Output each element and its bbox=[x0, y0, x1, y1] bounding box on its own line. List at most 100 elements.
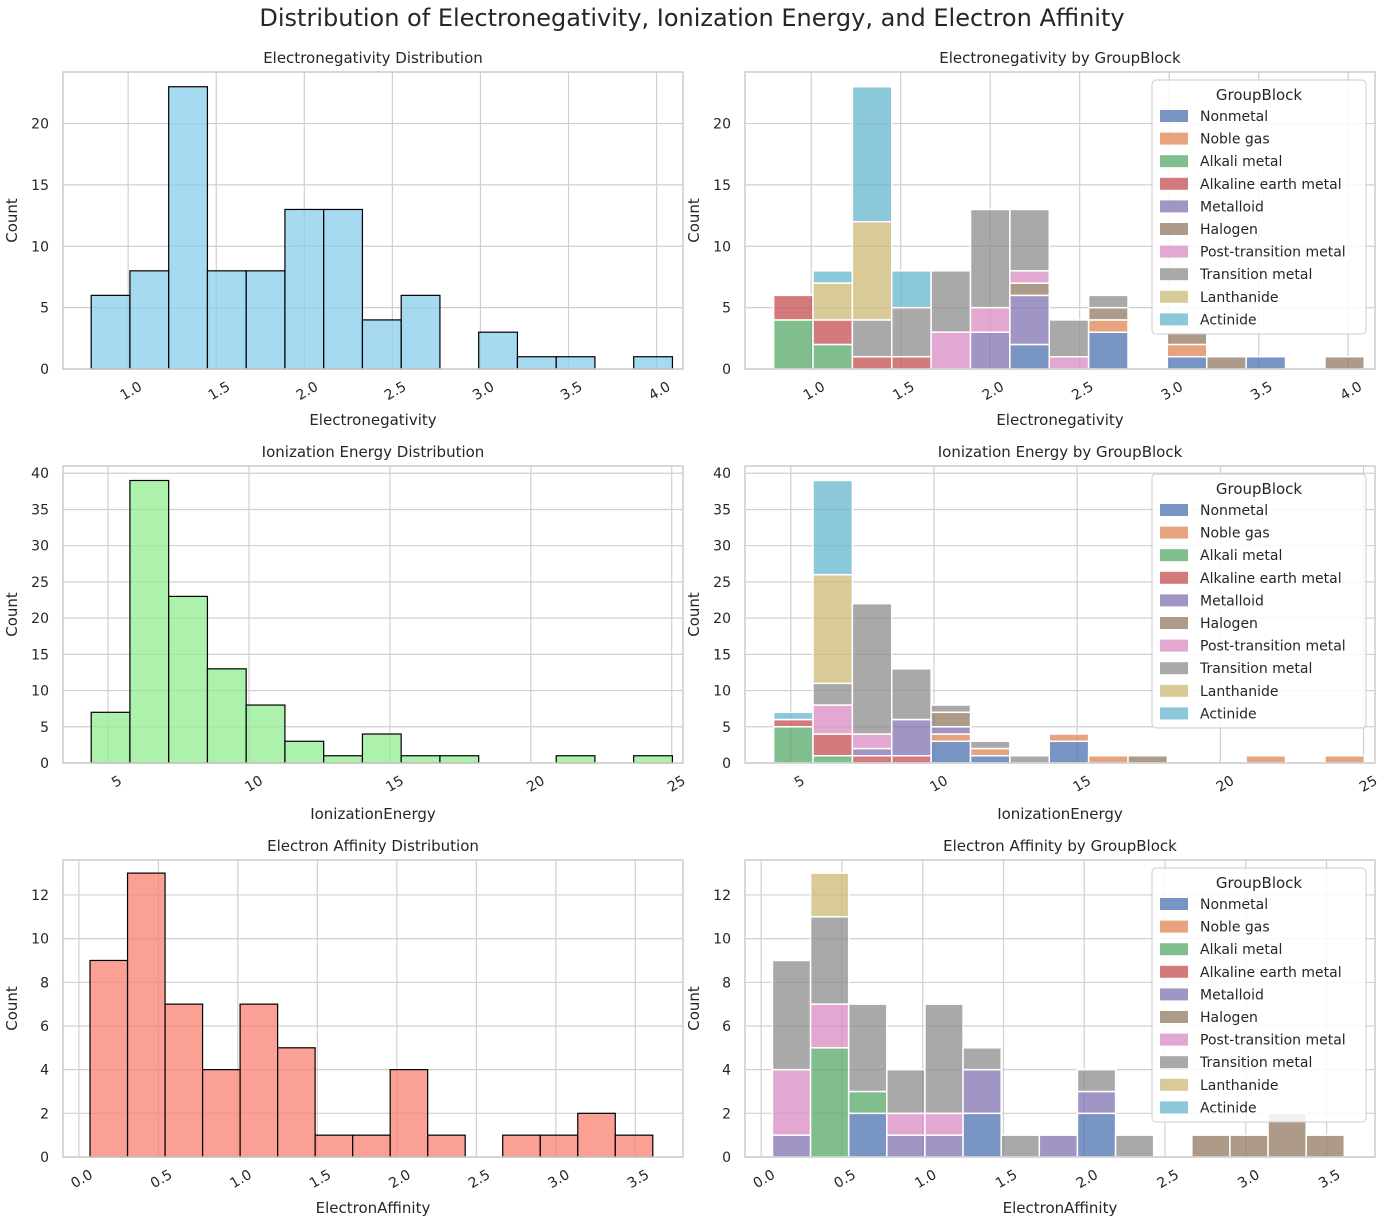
chart-6-y-tick-label: 8 bbox=[722, 975, 731, 991]
chart-2-y-tick-label: 20 bbox=[713, 117, 731, 133]
chart-6-x-tick-label: 0.0 bbox=[751, 1167, 778, 1192]
chart-2-bar-transition-metal bbox=[851, 319, 893, 358]
chart-6-legend-swatch bbox=[1160, 1033, 1188, 1046]
chart-2-legend-label: Alkaline earth metal bbox=[1200, 177, 1342, 193]
chart-2-x-tick-label: 2.5 bbox=[1069, 379, 1096, 404]
chart-4-x-tick-label: 10 bbox=[927, 773, 950, 796]
chart-6-bar-metalloid bbox=[886, 1134, 926, 1158]
chart-4-legend-swatch bbox=[1160, 639, 1188, 652]
chart-3-x-axis-label: IonizationEnergy bbox=[310, 805, 436, 823]
chart-6-x-tick-label: 3.5 bbox=[1316, 1167, 1343, 1192]
chart-3-bar bbox=[168, 595, 209, 764]
chart-2-legend-swatch bbox=[1160, 155, 1188, 168]
chart-3-bar bbox=[284, 740, 325, 764]
chart-6-legend-label: Actinide bbox=[1200, 1100, 1257, 1116]
chart-6-bar-alkali-metal bbox=[847, 1090, 888, 1115]
chart-6-y-tick-label: 2 bbox=[722, 1106, 731, 1122]
chart-6-legend-label: Noble gas bbox=[1200, 920, 1270, 936]
chart-2-legend-label: Noble gas bbox=[1200, 132, 1270, 148]
chart-6-legend-swatch bbox=[1160, 1011, 1188, 1023]
chart-6-y-tick-label: 0 bbox=[722, 1150, 731, 1166]
chart-2-bar-alkaline-earth-metal bbox=[812, 319, 854, 346]
chart-3-x-tick-label: 5 bbox=[109, 773, 125, 791]
chart-2-y-tick-label: 5 bbox=[722, 301, 731, 317]
chart-2-bar-nonmetal bbox=[1009, 343, 1051, 370]
chart-6-x-tick-label: 1.5 bbox=[993, 1167, 1020, 1192]
chart-1-frame bbox=[62, 71, 684, 370]
chart-4-bar-metalloid bbox=[930, 726, 972, 735]
chart-3-y-tick-label: 5 bbox=[40, 720, 49, 736]
chart-4-bar-noble-gas bbox=[1245, 755, 1287, 764]
chart-6-bar-post-transition-metal bbox=[924, 1112, 964, 1136]
chart-4-bar-nonmetal bbox=[1048, 740, 1090, 764]
chart-4-bar-metalloid bbox=[891, 718, 932, 757]
chart-2-legend-swatch bbox=[1160, 313, 1188, 326]
chart-6: 0 2 4 6 8 10 12 0.0 0.5 1.0 1.5 2.0 2.5 3.0 3.5 Electro… bbox=[685, 837, 1376, 1217]
chart-6-legend: GroupBlock Nonmetal Noble gas Alkali metal A… bbox=[1151, 867, 1367, 1123]
chart-3-bar bbox=[633, 755, 674, 764]
chart-3-y-tick-label: 0 bbox=[40, 756, 49, 772]
chart-4-legend-label: Noble gas bbox=[1200, 526, 1270, 542]
chart-4-y-tick-label: 25 bbox=[713, 575, 731, 591]
chart-2-y-tick-label: 10 bbox=[713, 239, 731, 255]
chart-6-legend-swatch bbox=[1160, 1078, 1188, 1091]
chart-4-x-tick-label: 15 bbox=[1071, 773, 1094, 796]
chart-3-x-tick-label: 20 bbox=[524, 773, 547, 796]
chart-2-bar-alkaline-earth-metal bbox=[851, 355, 893, 370]
chart-5-y-tick-label: 12 bbox=[31, 888, 49, 904]
chart-3-y-tick-label: 30 bbox=[31, 539, 49, 555]
chart-2-bar-actinide bbox=[812, 270, 854, 284]
chart-4-x-axis-label: IonizationEnergy bbox=[997, 805, 1123, 823]
chart-2-bar-transition-metal bbox=[1048, 319, 1090, 358]
chart-2-bar-actinide bbox=[891, 270, 932, 309]
chart-5-bar bbox=[577, 1112, 616, 1158]
chart-6-legend-swatch bbox=[1160, 1101, 1188, 1114]
chart-5-bar bbox=[352, 1134, 391, 1158]
chart-5-title: Electron Affinity Distribution bbox=[267, 837, 479, 855]
chart-2-x-axis-label: Electronegativity bbox=[996, 411, 1123, 429]
chart-6-legend-swatch bbox=[1160, 965, 1188, 978]
chart-6-bar-metalloid bbox=[1038, 1134, 1079, 1158]
chart-6-bar-metalloid bbox=[1076, 1090, 1117, 1115]
chart-6-bar-post-transition-metal bbox=[809, 1003, 850, 1049]
chart-4-x-tick-label: 5 bbox=[792, 773, 808, 791]
chart-2-x-tick-label: 4.0 bbox=[1338, 379, 1365, 404]
chart-6-bar-nonmetal bbox=[962, 1112, 1002, 1158]
chart-2-title: Electronegativity by GroupBlock bbox=[939, 49, 1181, 67]
chart-5-x-tick-label: 3.5 bbox=[625, 1167, 652, 1192]
chart-2-legend-label: Post-transition metal bbox=[1200, 245, 1346, 261]
chart-6-legend-swatch bbox=[1160, 920, 1188, 933]
chart-3-bar bbox=[555, 755, 596, 764]
chart-6-bar-alkali-metal bbox=[809, 1047, 850, 1158]
chart-2-legend: GroupBlock Nonmetal Noble gas Alkali metal A… bbox=[1151, 79, 1367, 335]
chart-5-bar bbox=[126, 872, 166, 1158]
chart-5-bar bbox=[389, 1069, 429, 1158]
chart-2-x-tick-label: 1.5 bbox=[890, 379, 917, 404]
chart-5-frame bbox=[62, 859, 684, 1158]
chart-4-bar-noble-gas bbox=[930, 733, 972, 743]
chart-5-bar bbox=[201, 1069, 241, 1158]
chart-2-bar-nonmetal bbox=[1166, 355, 1208, 370]
chart-4-bar-nonmetal bbox=[969, 755, 1011, 764]
chart-3-frame bbox=[62, 465, 684, 764]
chart-4-bar-alkaline-earth-metal bbox=[812, 733, 854, 757]
chart-6-legend-label: Halogen bbox=[1200, 1010, 1258, 1026]
chart-1-y-axis-label: Count bbox=[3, 198, 21, 243]
chart-2-legend-swatch bbox=[1160, 290, 1188, 303]
chart-2-legend-label: Transition metal bbox=[1199, 267, 1312, 283]
chart-6-bar-transition-metal bbox=[1114, 1134, 1155, 1158]
chart-2-y-tick-label: 0 bbox=[722, 362, 731, 378]
chart-5-x-tick-label: 3.0 bbox=[545, 1167, 572, 1192]
chart-2-bar-halogen bbox=[1087, 306, 1129, 321]
chart-3-bar bbox=[245, 704, 286, 764]
chart-6-x-tick-label: 2.0 bbox=[1074, 1167, 1101, 1192]
chart-4-bar-noble-gas bbox=[1087, 755, 1129, 764]
chart-6-x-axis-label: ElectronAffinity bbox=[1003, 1199, 1118, 1217]
chart-5-bar bbox=[239, 1003, 279, 1158]
chart-4-legend-title: GroupBlock bbox=[1216, 480, 1303, 498]
chart-2-bar-halogen bbox=[1206, 355, 1247, 370]
chart-4-y-tick-label: 0 bbox=[722, 756, 731, 772]
chart-2-legend-swatch bbox=[1160, 200, 1188, 213]
chart-1-x-tick-label: 2.0 bbox=[294, 379, 321, 404]
chart-6-y-tick-label: 12 bbox=[713, 888, 731, 904]
